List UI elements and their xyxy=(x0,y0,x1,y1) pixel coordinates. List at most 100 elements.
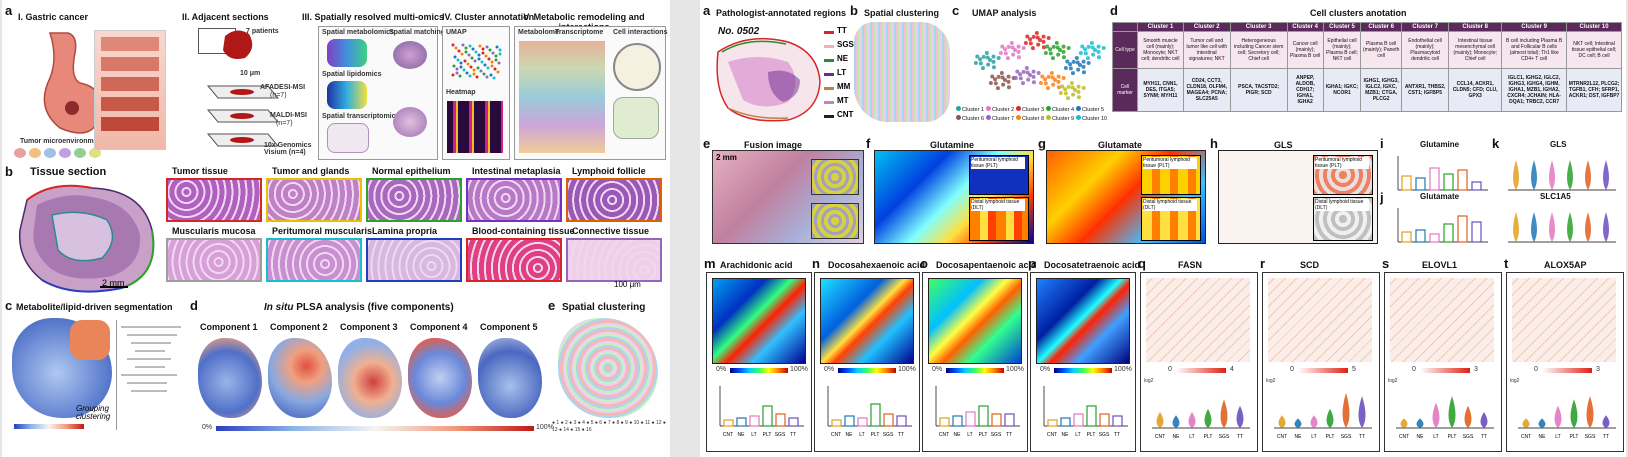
component-label: Component 4 xyxy=(410,322,468,332)
umap-point xyxy=(1023,40,1028,45)
region-legend-item: CNT xyxy=(824,110,854,122)
dendrogram-tree xyxy=(116,320,189,430)
table-header-cell: Cluster 9 xyxy=(1501,22,1568,32)
left-figure: a I. Gastric cancer II. Adjacent section… xyxy=(2,0,670,457)
gene-violins: CNT NE LT PLT SGS TT xyxy=(1274,392,1372,440)
mini-violin xyxy=(1603,160,1609,190)
mini-violin xyxy=(1531,160,1537,190)
mini-bar xyxy=(1429,167,1440,191)
annotated-regions-title: Pathologist-annotated regions xyxy=(716,8,847,18)
heatmap-label: Heatmap xyxy=(446,89,476,96)
group-tick: TT xyxy=(1114,432,1120,438)
cluster-legend-item: Cluster 9 xyxy=(1046,115,1074,122)
gene-map xyxy=(1146,278,1250,362)
cluster-dot xyxy=(956,106,961,111)
region-legend-item: LT xyxy=(824,68,852,80)
macrophage-cells xyxy=(613,97,659,139)
umap-point xyxy=(1076,67,1081,72)
umap-mini-point xyxy=(468,74,472,78)
group-violin xyxy=(1554,405,1562,428)
spatial-clustering-title-left: Spatial clustering xyxy=(562,302,646,313)
table-cell: CCL14, ACKR1, CLDN5; CFD; CLU, GPX3 xyxy=(1448,68,1503,112)
umap-point xyxy=(1021,69,1026,74)
umap-point xyxy=(1038,38,1042,42)
umap-point xyxy=(1053,78,1057,82)
group-tick: CNT xyxy=(831,432,841,438)
colorbar-min: 0 xyxy=(1168,366,1172,373)
table-cell: IGHG1, IGHG3, IGLC2, IGKC, MZB1; CTGA, P… xyxy=(1360,68,1402,112)
umap-mini-point xyxy=(451,43,455,47)
table-cell: Tumor cell and tumor like cell with inte… xyxy=(1182,31,1231,69)
table-cell: PSCA, TACSTD2; PIGR; SCD xyxy=(1229,68,1288,112)
group-tick: CNT xyxy=(1521,434,1531,440)
component-map xyxy=(268,338,332,418)
umap-mini-point xyxy=(458,74,462,78)
group-violin xyxy=(1310,415,1318,428)
group-bar xyxy=(736,417,747,427)
umap-point xyxy=(1000,44,1005,49)
table-cell: Smooth muscle cell (mainly); Monocyte; N… xyxy=(1137,31,1184,69)
umap-point xyxy=(1049,71,1054,76)
table-header-row: Cluster 1 Cluster 2 Cluster 3 Cluster 4 Clus… xyxy=(1112,22,1622,32)
plsa-colorbar-max: 100% xyxy=(536,424,554,431)
region-legend-item: SGS xyxy=(824,40,854,52)
histology-tile xyxy=(266,178,362,222)
umap-mini-point xyxy=(462,68,466,72)
region-legend-item: NE xyxy=(824,54,852,66)
umap-point xyxy=(1046,35,1051,40)
umap-point xyxy=(1083,51,1088,56)
table-row: Cell marker MYH11, CNN1, DES, ITGA5; SYNM… xyxy=(1112,68,1622,112)
umap-point xyxy=(1013,75,1018,80)
group-violin xyxy=(1204,408,1212,428)
umap-point xyxy=(1090,45,1095,50)
transcriptome-label: Transcriptome xyxy=(555,29,604,36)
cluster-name: Cluster 5 xyxy=(1082,107,1105,113)
cluster-legend-left: ● 1 ● 2 ● 3 ● 4 ● 5 ● 6 ● 7 ● 8 ● 9 ● 10… xyxy=(552,420,666,433)
umap-point xyxy=(993,81,998,86)
panel-k-title-2: SLC1A5 xyxy=(1540,192,1571,201)
umap-mini-point xyxy=(464,46,468,50)
region-legend-item: MT xyxy=(824,96,852,108)
region-name: CNT xyxy=(837,110,854,119)
umap-mini-point xyxy=(472,68,476,72)
umap-mini-point xyxy=(473,59,477,63)
table-cell: MTRNR2L12, PLCG2; TGFB1, CFH; SFRP1, ACK… xyxy=(1566,68,1622,112)
panel-k-title: GLS xyxy=(1550,140,1567,149)
fatty-acid-bars: CNT NE LT PLT SGS TT xyxy=(719,386,804,438)
panel-letter: q xyxy=(1138,256,1146,271)
umap-mini-point xyxy=(491,51,495,55)
table-cell: ANPEP, ALDOB, CDH17; IGHA1, IGHA2 xyxy=(1286,68,1324,112)
umap-mini-point xyxy=(476,66,480,70)
umap-point xyxy=(1006,74,1011,79)
umap-point xyxy=(1025,34,1030,39)
fatty-acid-bars: CNT NE LT PLT SGS TT xyxy=(1043,386,1128,438)
glutamine-dlt-inset: Distal lymphoid tissue (DLT) xyxy=(969,197,1029,241)
transcriptomics-image xyxy=(327,123,369,153)
umap-mini-point xyxy=(489,73,493,77)
table-header-cell: Cluster 4 xyxy=(1286,22,1324,32)
r-panel-b-letter: b xyxy=(850,3,858,18)
umap-point xyxy=(1016,44,1021,49)
umap-cluster xyxy=(1058,81,1086,101)
group-tick: PLT xyxy=(1448,434,1457,440)
umap-mini-point xyxy=(459,65,463,69)
umap-point xyxy=(999,71,1004,76)
umap-point xyxy=(1075,60,1080,65)
umap-point xyxy=(1073,88,1077,92)
group-tick: NE xyxy=(1539,434,1547,440)
mini-violin xyxy=(1585,212,1591,242)
panel-letter: o xyxy=(920,256,928,271)
umap-mini-point xyxy=(484,54,488,58)
table-header-cell: Cluster 3 xyxy=(1229,22,1288,32)
step-3-label: III. Spatially resolved multi-omics xyxy=(302,12,445,22)
glutamate-dlt-inset: Distal lymphoid tissue (DLT) xyxy=(1141,197,1201,241)
tile-label: Intestinal metaplasia xyxy=(472,166,561,176)
group-tick: LT xyxy=(859,432,864,438)
tme-label: Tumor microenvironment xyxy=(20,138,105,145)
gls-plt-label: Peritumoral lymphoid tissue (PLT) xyxy=(1315,157,1369,169)
colorbar-min: 0 xyxy=(1290,366,1294,373)
glutamate-plt-inset: Peritumoral lymphoid tissue (PLT) xyxy=(1141,155,1201,195)
gene-colorbar xyxy=(1176,368,1226,373)
r-panel-g-letter: g xyxy=(1038,136,1046,151)
umap-point xyxy=(980,66,985,71)
